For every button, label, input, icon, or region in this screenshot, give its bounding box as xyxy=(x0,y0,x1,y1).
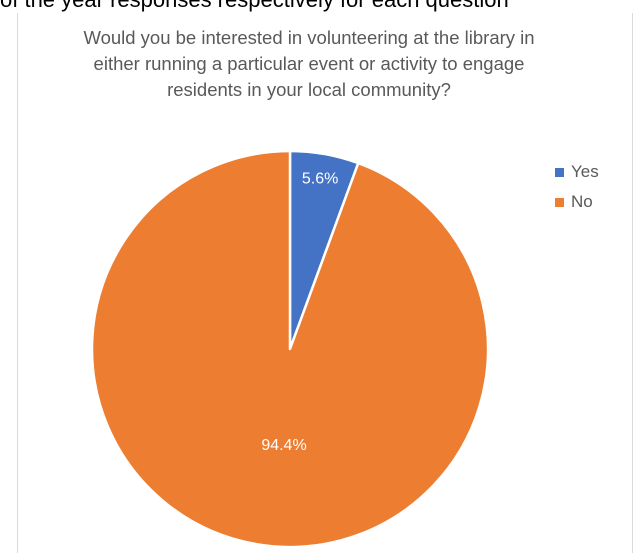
data-label-no: 94.4% xyxy=(261,437,306,454)
legend: Yes No xyxy=(555,157,599,217)
legend-swatch-yes xyxy=(555,167,564,177)
pie-slice-no xyxy=(90,149,490,548)
data-label-yes: 5.6% xyxy=(302,171,338,188)
legend-label-no: No xyxy=(571,192,593,211)
legend-item-no: No xyxy=(555,187,599,217)
legend-label-yes: Yes xyxy=(571,162,599,181)
top-cutoff-text: of the year responses respectively for e… xyxy=(0,0,643,14)
legend-item-yes: Yes xyxy=(555,157,599,187)
chart-title: Would you be interested in volunteering … xyxy=(83,27,535,100)
legend-swatch-no xyxy=(555,197,564,207)
